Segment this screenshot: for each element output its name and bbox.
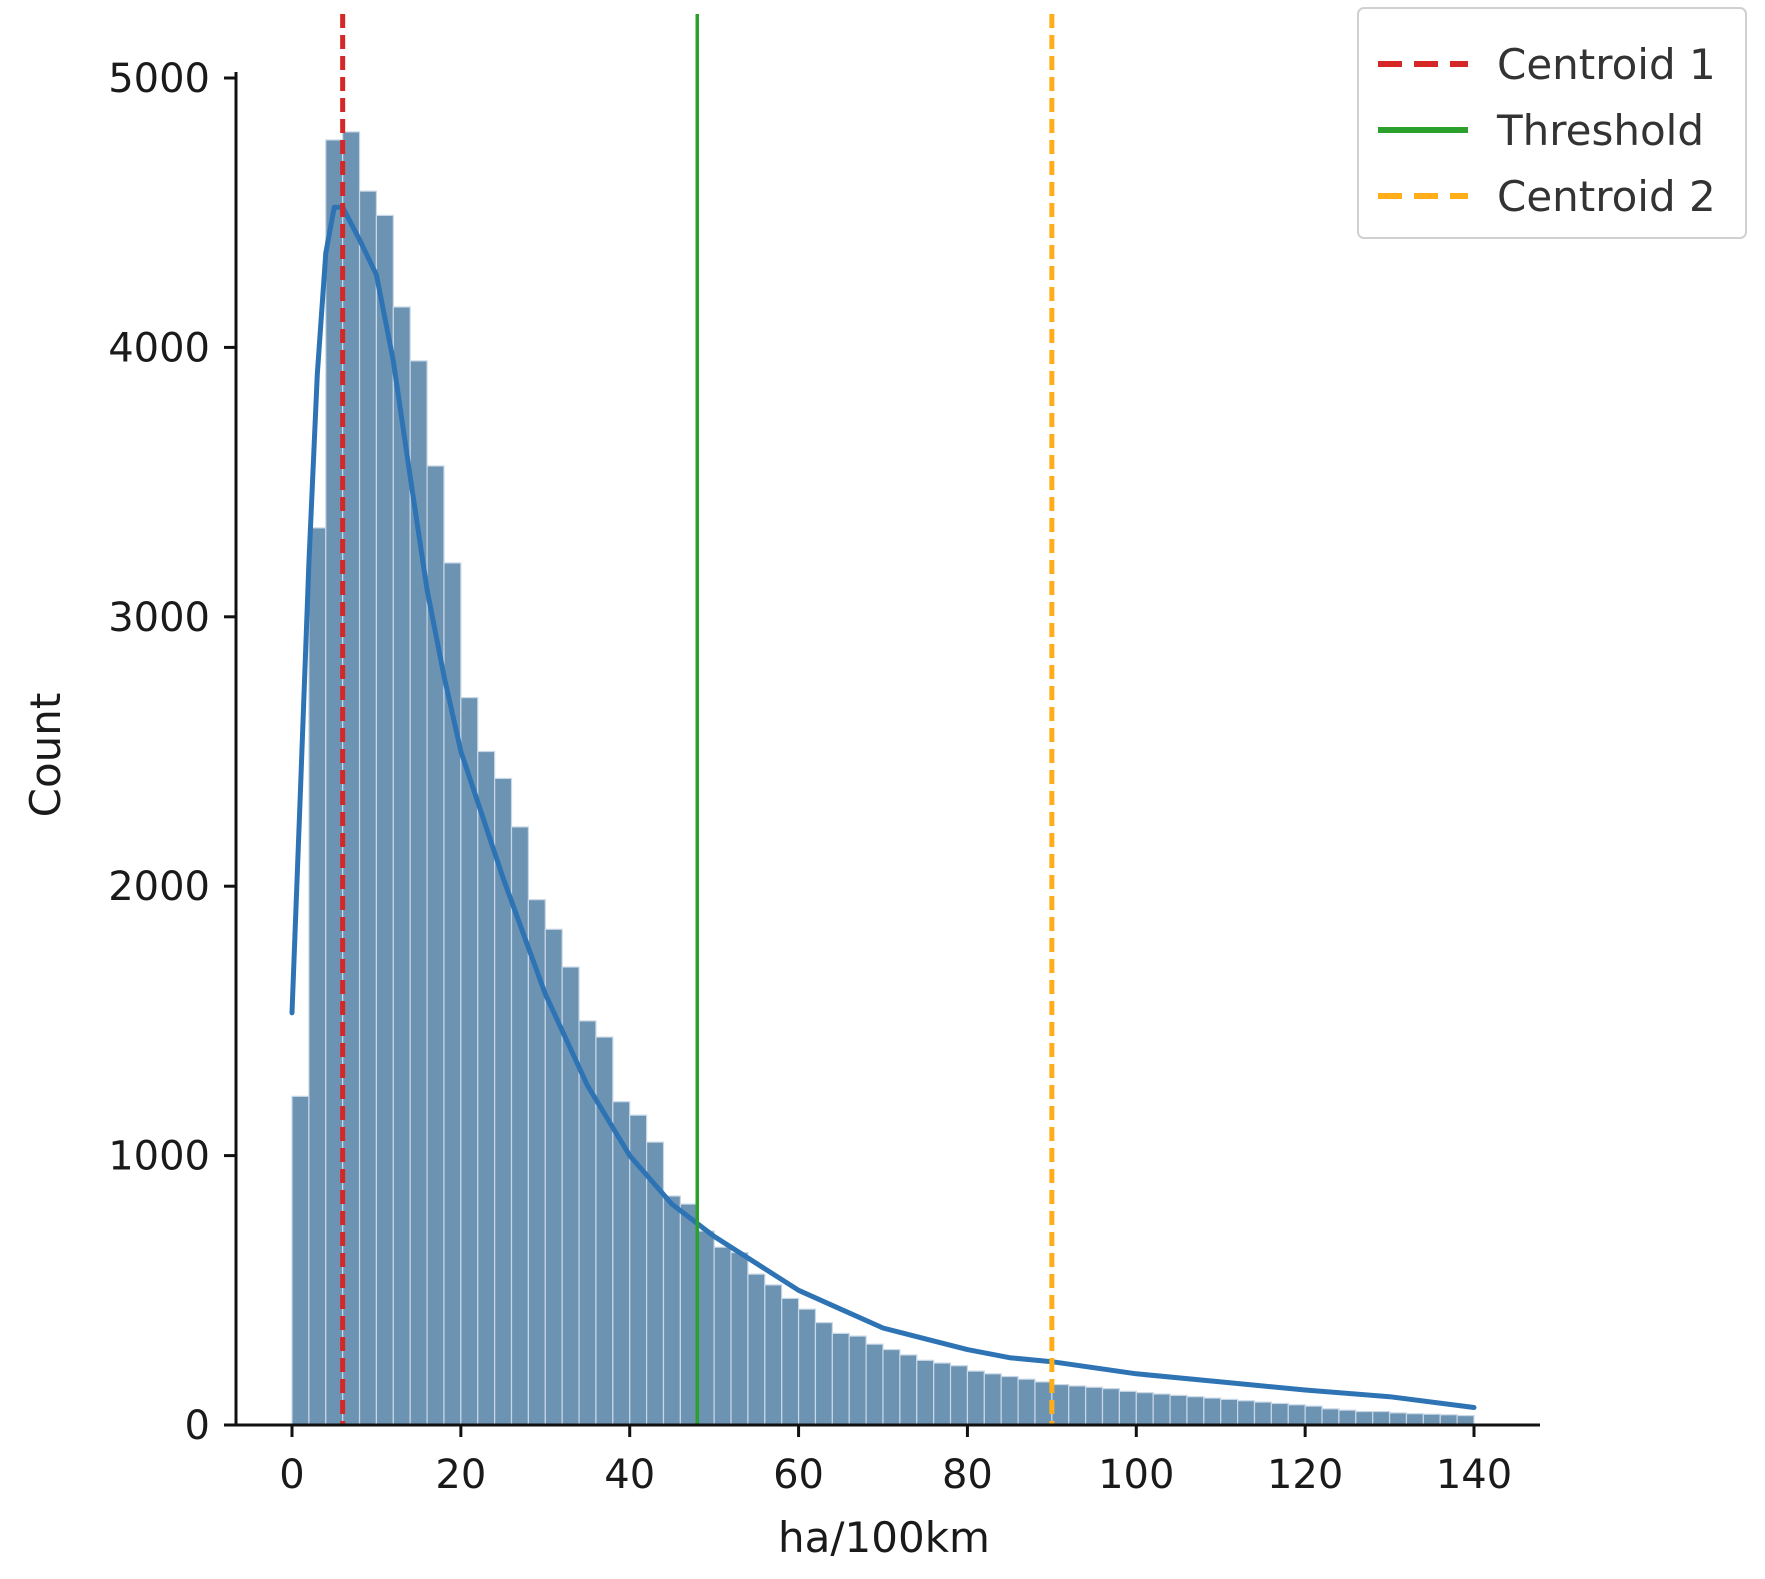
histogram-bar <box>747 1273 766 1426</box>
x-tick-label: 40 <box>604 1452 655 1498</box>
histogram-bar <box>983 1373 1002 1426</box>
histogram-bar <box>1051 1383 1070 1426</box>
histogram-bar <box>1338 1409 1357 1426</box>
histogram-bar <box>916 1359 935 1426</box>
histogram-bar <box>595 1036 614 1426</box>
histogram-bar <box>1321 1408 1340 1426</box>
x-tick-label: 20 <box>435 1452 486 1498</box>
histogram-bar <box>899 1354 918 1426</box>
histogram-bar <box>325 139 344 1426</box>
histogram-bar <box>764 1284 783 1426</box>
histogram-bar <box>679 1203 698 1426</box>
histogram-bar <box>1017 1378 1036 1426</box>
histogram-bar <box>1135 1392 1154 1426</box>
histogram-bar <box>814 1322 833 1426</box>
y-tick-label: 2000 <box>108 864 210 910</box>
x-tick-label: 140 <box>1436 1452 1512 1498</box>
x-tick-label: 100 <box>1098 1452 1174 1498</box>
histogram-bar <box>1034 1381 1053 1426</box>
histogram-bar <box>1152 1393 1171 1426</box>
legend: Centroid 1 Threshold Centroid 2 <box>1357 7 1747 239</box>
histogram-bar <box>291 1095 310 1426</box>
histogram-bar <box>1372 1410 1391 1426</box>
histogram-bar <box>1439 1414 1458 1426</box>
reference-lines <box>340 14 1055 1425</box>
legend-label: Centroid 2 <box>1497 172 1716 221</box>
histogram-bar <box>1220 1398 1239 1426</box>
x-axis-label: ha/100km <box>778 1513 990 1562</box>
histogram-bar <box>1355 1410 1374 1426</box>
histogram-bar <box>1186 1396 1205 1426</box>
histogram-bar <box>696 1230 715 1426</box>
legend-label: Centroid 1 <box>1497 40 1716 89</box>
histogram-bar <box>1287 1404 1306 1426</box>
x-tick-label: 80 <box>942 1452 993 1498</box>
histogram-bar <box>882 1348 901 1426</box>
histogram-bar <box>1101 1388 1121 1426</box>
y-tick-label: 5000 <box>108 56 210 102</box>
histogram-bar <box>933 1362 952 1426</box>
histogram-bar <box>1068 1385 1087 1426</box>
x-tick-label: 120 <box>1267 1452 1343 1498</box>
histogram-bar <box>713 1246 732 1426</box>
histogram-bar <box>949 1365 969 1426</box>
ticks: 0 20 40 60 80 100 120 140 0 1000 2000 3000 4000 5000 <box>108 56 1512 1498</box>
legend-label: Threshold <box>1496 106 1704 155</box>
histogram-bar <box>730 1251 749 1426</box>
histogram-bar <box>527 899 546 1426</box>
histogram-bar <box>510 826 530 1426</box>
histogram-bar <box>1236 1400 1256 1426</box>
histogram-bar <box>375 214 394 1426</box>
histogram-bar <box>308 527 327 1426</box>
y-tick-label: 0 <box>185 1403 210 1449</box>
y-axis-label: Count <box>21 693 70 818</box>
histogram-bar <box>797 1308 817 1426</box>
x-tick-label: 60 <box>773 1452 824 1498</box>
y-tick-label: 4000 <box>108 325 210 371</box>
kde-curve <box>289 204 1477 1410</box>
histogram-bar <box>1085 1386 1104 1426</box>
histogram-bar <box>966 1370 985 1426</box>
histogram-bar <box>1422 1413 1441 1426</box>
histogram-bar <box>662 1195 681 1426</box>
histogram-bar <box>1253 1401 1272 1426</box>
histogram-bar <box>1270 1402 1289 1426</box>
histogram-bar <box>1203 1397 1222 1426</box>
x-tick-label: 0 <box>279 1452 304 1498</box>
y-tick-label: 3000 <box>108 595 210 641</box>
histogram-bar <box>1405 1413 1424 1426</box>
histogram-bar <box>1388 1412 1408 1426</box>
histogram-bar <box>781 1297 800 1426</box>
histogram-bar <box>460 697 479 1426</box>
histogram-bar <box>358 190 378 1426</box>
histogram-bar <box>1000 1375 1019 1426</box>
kde-line <box>289 204 1477 1410</box>
histogram-bar <box>1118 1390 1137 1426</box>
y-tick-label: 1000 <box>108 1134 210 1180</box>
histogram-bar <box>1304 1405 1323 1426</box>
histogram-bar <box>831 1332 850 1426</box>
histogram-bar <box>1169 1394 1188 1426</box>
histogram-bar <box>865 1343 884 1426</box>
histogram-bar <box>342 131 361 1426</box>
histogram-bar <box>848 1335 867 1426</box>
axes <box>228 72 1540 1427</box>
